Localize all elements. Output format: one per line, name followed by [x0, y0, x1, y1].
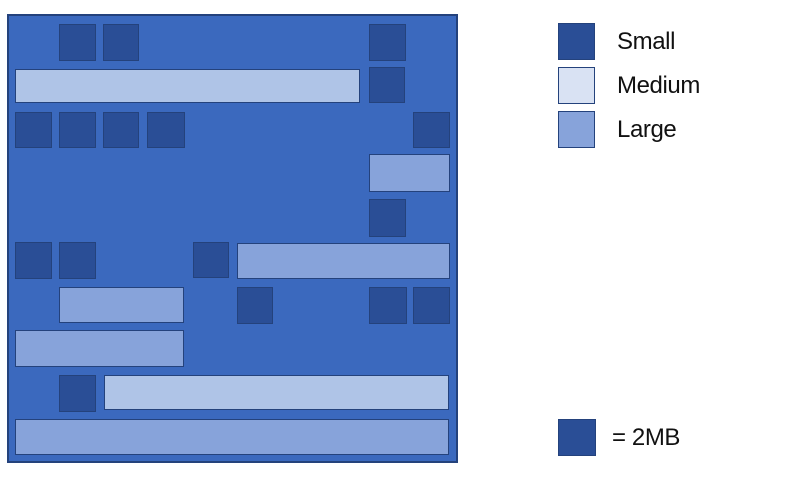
legend-unit-label: = 2MB — [612, 423, 681, 451]
legend-unit: = 2MB — [558, 419, 680, 456]
legend-label-small: Small — [617, 27, 676, 55]
legend-swatch-large — [558, 111, 595, 148]
legend-item-small: Small — [558, 23, 675, 60]
legend-swatch-medium — [558, 67, 595, 104]
legend-swatch-unit — [558, 419, 596, 456]
legend-item-large: Large — [558, 111, 677, 148]
legend-label-large: Large — [617, 115, 677, 143]
legend-item-medium: Medium — [558, 67, 700, 104]
legend-label-medium: Medium — [617, 71, 700, 99]
memory-map — [7, 14, 458, 463]
legend-swatch-small — [558, 23, 595, 60]
